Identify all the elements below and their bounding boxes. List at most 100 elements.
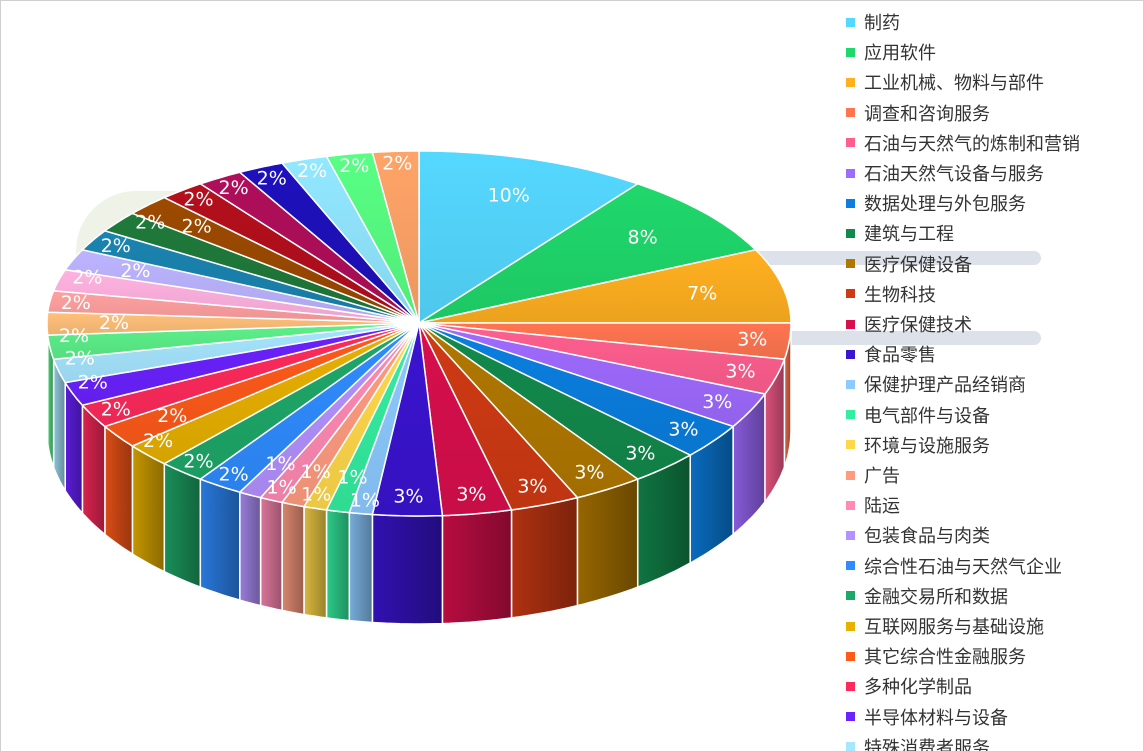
- data-label: 8%: [628, 227, 658, 249]
- pie-slice[interactable]: [418, 182, 758, 324]
- legend-swatch: [846, 651, 855, 661]
- pie-slice[interactable]: [103, 322, 420, 447]
- pie-slice-side: [104, 424, 134, 556]
- data-label: 1%: [267, 477, 297, 499]
- pie-slice[interactable]: [103, 212, 420, 324]
- pie-slice-side: [131, 444, 166, 573]
- pie-slice-side: [371, 513, 444, 625]
- pie-slice[interactable]: [418, 150, 640, 325]
- legend-label: 保健护理产品经销商: [864, 375, 1026, 397]
- legend-label: 制药: [864, 13, 900, 34]
- pie-slice[interactable]: [418, 322, 735, 456]
- pie-slice-side: [303, 505, 328, 619]
- pie-slice[interactable]: [46, 311, 420, 336]
- data-label: 2%: [72, 266, 102, 288]
- legend-label: 食品零售: [864, 345, 936, 367]
- pie-slice[interactable]: [418, 322, 692, 480]
- pie-slice[interactable]: [418, 322, 640, 499]
- pie-slice[interactable]: [162, 182, 420, 324]
- pie-slice-side: [576, 478, 639, 607]
- pie-slice[interactable]: [63, 322, 420, 407]
- data-label: 7%: [687, 283, 717, 305]
- legend-item[interactable]: 应用软件: [846, 37, 936, 67]
- pie-slice[interactable]: [130, 196, 420, 324]
- data-label: 2%: [61, 292, 91, 314]
- pie-slice-side: [199, 478, 241, 602]
- pie-slice[interactable]: [46, 322, 420, 361]
- pie-slice[interactable]: [63, 248, 420, 324]
- legend-item[interactable]: 多种化学制品: [846, 671, 972, 701]
- pie-slice[interactable]: [238, 162, 420, 324]
- pie-slice[interactable]: [371, 322, 444, 517]
- data-label: 2%: [183, 189, 213, 211]
- pie-slice[interactable]: [325, 151, 420, 324]
- legend-item[interactable]: 环境与设施服务: [846, 430, 990, 460]
- legend-label: 广告: [864, 466, 900, 487]
- data-label: 2%: [120, 260, 150, 282]
- pie-slice[interactable]: [418, 248, 792, 324]
- pie-slice-side: [441, 509, 513, 625]
- legend-item[interactable]: 保健护理产品经销商: [846, 369, 1026, 399]
- data-label: 2%: [219, 177, 249, 199]
- legend-label: 半导体材料与设备: [864, 707, 1008, 729]
- pie-slice[interactable]: [80, 322, 420, 428]
- legend-item[interactable]: 互联网服务与基础设施: [846, 611, 1044, 641]
- legend-swatch: [846, 198, 855, 208]
- pie-slice[interactable]: [52, 322, 420, 384]
- legend-item[interactable]: 制药: [846, 7, 900, 37]
- pie-slice[interactable]: [162, 322, 420, 480]
- legend-item[interactable]: 特殊消费者服务: [846, 732, 990, 751]
- legend-swatch: [846, 500, 855, 510]
- legend-item[interactable]: 金融交易所和数据: [846, 581, 1008, 611]
- legend-item[interactable]: 食品零售: [846, 339, 936, 369]
- legend-label: 陆运: [864, 496, 900, 518]
- legend-item[interactable]: 调查和咨询服务: [846, 98, 990, 128]
- pie-slice[interactable]: [371, 150, 420, 324]
- legend-swatch: [846, 561, 855, 571]
- legend-item[interactable]: 医疗保健设备: [846, 249, 972, 279]
- legend-swatch: [846, 319, 855, 329]
- legend-item[interactable]: 包装食品与肉类: [846, 520, 990, 550]
- legend-item[interactable]: 石油天然气设备与服务: [846, 158, 1044, 188]
- legend-item[interactable]: 生物科技: [846, 279, 936, 309]
- legend-item[interactable]: 电气部件与设备: [846, 400, 990, 430]
- data-label: 3%: [517, 475, 547, 497]
- legend-label: 环境与设施服务: [864, 435, 990, 457]
- legend-item[interactable]: 陆运: [846, 490, 900, 520]
- data-label: 2%: [339, 155, 369, 177]
- pie-slice[interactable]: [418, 322, 767, 428]
- legend-item[interactable]: 医疗保健技术: [846, 309, 972, 339]
- legend-item[interactable]: 其它综合性金融服务: [846, 641, 1026, 671]
- legend-item[interactable]: 数据处理与外包服务: [846, 188, 1026, 218]
- pie-slice[interactable]: [418, 322, 513, 517]
- legend-swatch: [846, 591, 855, 601]
- pie-slice[interactable]: [198, 171, 420, 324]
- pie-slice[interactable]: [418, 322, 579, 511]
- legend-item[interactable]: 综合性石油与天然气企业: [846, 551, 1062, 581]
- legend-item[interactable]: 半导体材料与设备: [846, 702, 1008, 732]
- data-label: 1%: [350, 489, 380, 511]
- pie-slice-side: [510, 496, 579, 619]
- data-label: 3%: [574, 462, 604, 484]
- data-label: 3%: [702, 391, 732, 413]
- legend-swatch: [846, 410, 855, 420]
- pie-slice[interactable]: [418, 322, 786, 395]
- legend-label: 应用软件: [864, 43, 936, 65]
- legend-swatch: [846, 440, 855, 450]
- pie-slice[interactable]: [130, 322, 420, 465]
- legend-item[interactable]: 广告: [846, 460, 900, 490]
- pie-slice[interactable]: [80, 229, 420, 324]
- legend-item[interactable]: 工业机械、物料与部件: [846, 67, 1044, 97]
- data-label: 2%: [297, 160, 327, 182]
- pie-slice[interactable]: [198, 322, 420, 493]
- data-label: 3%: [456, 484, 486, 506]
- pie-slice-side: [348, 511, 374, 624]
- legend-swatch: [846, 681, 855, 691]
- pie-slice[interactable]: [280, 155, 420, 324]
- data-label: 2%: [157, 405, 187, 427]
- legend-item[interactable]: 建筑与工程: [846, 218, 954, 248]
- data-label: 1%: [301, 461, 331, 483]
- legend-item[interactable]: 石油与天然气的炼制和营销: [846, 128, 1080, 158]
- legend-swatch: [846, 259, 855, 269]
